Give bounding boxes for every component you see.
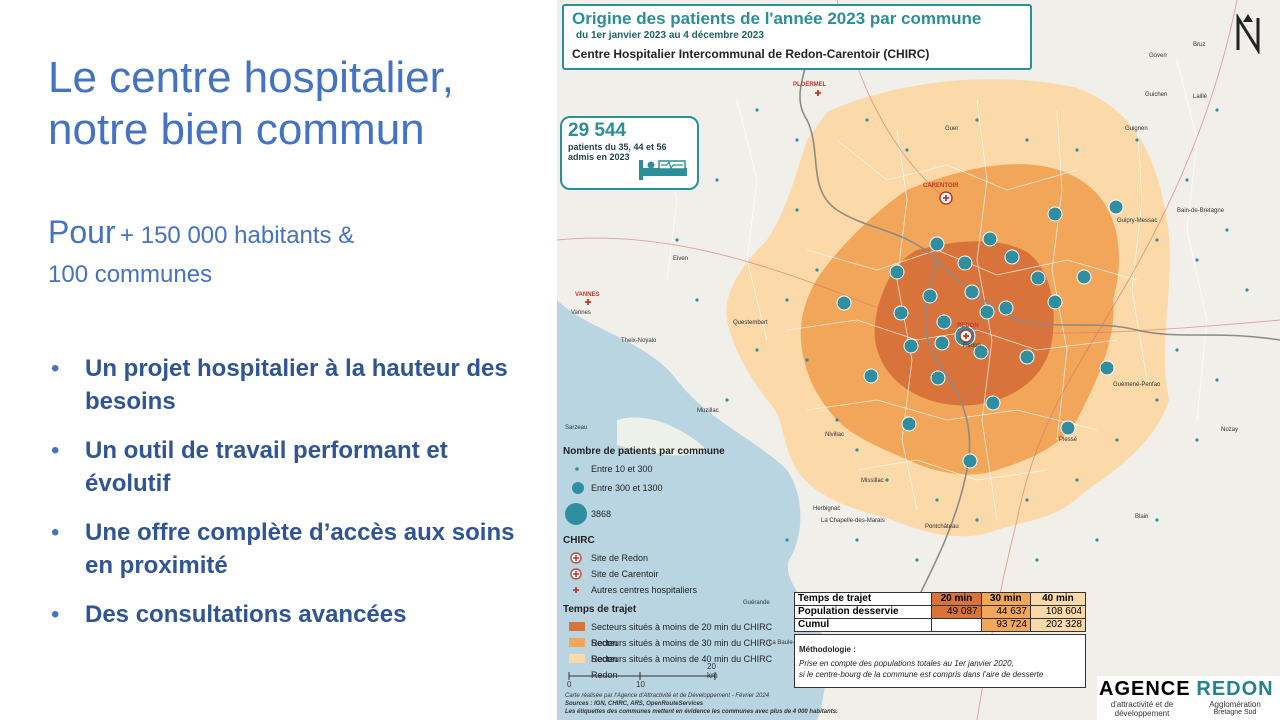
credits-sources: Sources : IGN, CHIRC, ARS, OpenRouteServ… <box>565 701 704 707</box>
hospital-markers <box>585 90 973 343</box>
scale-bar: 0 10 20 km <box>565 662 725 689</box>
patients-count-box: 29 544 patients du 35, 44 et 56 admis en… <box>560 116 699 190</box>
slide-text-panel: Le centre hospitalier, notre bien commun… <box>0 0 556 720</box>
legend-row: Secteurs situés à moins de 30 min du CHI… <box>563 635 783 664</box>
place-label: Missillac <box>861 478 884 484</box>
legend-row: Secteurs situés à moins de 20 min du CHI… <box>563 619 783 648</box>
map-date-range: du 1er janvier 2023 au 4 décembre 2023 <box>576 30 764 41</box>
bullet-item: • Un projet hospitalier à la hauteur des … <box>51 355 508 415</box>
place-label: Pontchâteau <box>925 524 959 530</box>
bullet-item: • Des consultations avancées <box>51 601 407 628</box>
north-arrow-icon <box>1236 14 1260 54</box>
place-label: Sarzeau <box>565 425 588 431</box>
place-label: VANNES <box>575 292 600 298</box>
place-label: La Chapelle-des-Marais <box>821 518 885 524</box>
place-label: Guer <box>945 126 959 132</box>
swatch-20-min <box>569 622 585 631</box>
place-label: Elven <box>673 256 689 262</box>
legend-row: Site de Redon <box>563 550 783 566</box>
subtitle-communes: 100 communes <box>48 261 213 288</box>
swatch-40-min <box>569 654 585 663</box>
small-circle-icon <box>575 467 579 471</box>
table-row: Temps de trajet 20 min 30 min 40 min <box>793 592 1087 606</box>
agence-logo: AGENCE d'attractivité et de développemen… <box>1099 678 1191 718</box>
bullet-item: • Une offre complète d’accès aux soins en… <box>51 519 515 579</box>
methodology-line: Prise en compte des populations totales … <box>799 659 1014 668</box>
hospital-bed-icon <box>639 160 687 180</box>
slide-title: Le centre hospitalier, notre bien commun <box>48 53 455 154</box>
place-label: Guignen <box>1125 126 1148 132</box>
methodology-box: Méthodologie : Prise en compte des popul… <box>794 634 1086 688</box>
place-label: Questembert <box>733 320 768 326</box>
zone-20-min <box>874 241 1054 406</box>
scale-label-10: 10 <box>636 680 645 689</box>
table-row: Population desservie 49 087 44 637 108 6… <box>793 605 1087 619</box>
legend-row: Site de Carentoir <box>563 566 783 582</box>
map-legend: Nombre de patients par commune Entre 10 … <box>563 446 783 680</box>
legend-row: Autres centres hospitaliers <box>563 582 783 598</box>
place-label: Guipry-Messac <box>1117 218 1158 224</box>
place-label: Muzillac <box>697 408 719 414</box>
methodology-title: Méthodologie : <box>799 645 856 654</box>
patients-count: 29 544 <box>568 120 627 141</box>
place-label: PLOËRMEL <box>793 82 827 88</box>
scale-bar-graphic <box>568 672 716 680</box>
place-label: Plessé <box>1059 437 1078 443</box>
subtitle-lead: Pour <box>48 214 116 250</box>
map-credits: Carte réalisée par l'Agence d'Attractivi… <box>565 692 905 716</box>
place-label: Redon <box>963 343 981 349</box>
commune-boundaries <box>656 59 1208 521</box>
patient-origin-map: Origine des patients de l'année 2023 par… <box>557 0 1280 720</box>
patients-description: patients du 35, 44 et 56 admis en 2023 <box>568 142 667 162</box>
place-label: Guémené-Penfao <box>1113 382 1161 388</box>
map-hospital-name: Centre Hospitalier Intercommunal de Redo… <box>572 47 930 61</box>
place-label: Blain <box>1135 514 1149 520</box>
large-circle-icon <box>565 503 587 525</box>
legend-patients-title: Nombre de patients par commune <box>563 446 725 457</box>
place-label: Bain-de-Bretagne <box>1177 208 1225 214</box>
place-label: Vannes <box>571 310 591 316</box>
bullet-list: • Un projet hospitalier à la hauteur des … <box>48 352 518 647</box>
department-boundaries <box>799 29 1280 601</box>
subtitle-inhabitants: + 150 000 habitants & <box>120 222 355 249</box>
partner-logos: AGENCE d'attractivité et de développemen… <box>1097 676 1280 720</box>
legend-row: 3868 <box>563 499 783 529</box>
swatch-30-min <box>569 638 585 647</box>
place-label: Nozay <box>1221 427 1239 433</box>
small-patient-dots <box>635 108 1249 562</box>
place-label: Laillé <box>1193 94 1208 100</box>
legend-row: Entre 300 et 1300 <box>563 477 783 499</box>
place-label: Bruz <box>1193 42 1206 48</box>
legend-row: Entre 10 et 300 <box>563 461 783 477</box>
map-title-box: Origine des patients de l'année 2023 par… <box>562 4 1032 70</box>
credits-author: Carte réalisée par l'Agence d'Attractivi… <box>565 693 770 699</box>
place-label: Nivillac <box>825 432 845 438</box>
place-label: Goven <box>1149 53 1167 59</box>
patient-circles <box>836 199 1124 469</box>
redon-site-icon <box>570 552 582 564</box>
place-label: Guérande <box>743 600 770 606</box>
scale-label-20: 20 km <box>707 662 718 680</box>
place-label: Herbignac <box>813 506 841 512</box>
bullet-item: • Un outil de travail performant et évolu… <box>51 437 448 497</box>
place-label: REDON <box>957 323 979 329</box>
carentoir-site-icon <box>570 568 582 580</box>
legend-travel-title: Temps de trajet <box>563 604 637 615</box>
table-row: Cumul 93 724 202 328 <box>793 618 1087 632</box>
place-label: Guichen <box>1145 92 1168 98</box>
legend-row: Secteurs situés à moins de 40 min du CHI… <box>563 651 783 680</box>
travel-time-table: Temps de trajet 20 min 30 min 40 min Pop… <box>793 592 1087 632</box>
medium-circle-icon <box>572 482 584 494</box>
scale-label-0: 0 <box>567 680 572 689</box>
legend-chirc-title: CHIRC <box>563 535 595 546</box>
methodology-line: si le centre-bourg de la commune est com… <box>799 670 1044 679</box>
map-title: Origine des patients de l'année 2023 par… <box>572 9 982 28</box>
credits-note: Les étiquettes des communes mettent en é… <box>565 709 838 715</box>
sea-area <box>557 300 827 720</box>
place-label: Theix-Noyalo <box>621 338 657 344</box>
slide-subtitle: Pour + 150 000 habitants & 100 communes <box>48 214 508 296</box>
place-label: CARENTOIR <box>923 183 959 189</box>
redon-agglomeration-logo: REDON Agglomération Bretagne Sud <box>1196 678 1274 716</box>
other-hospital-icon <box>573 587 579 593</box>
